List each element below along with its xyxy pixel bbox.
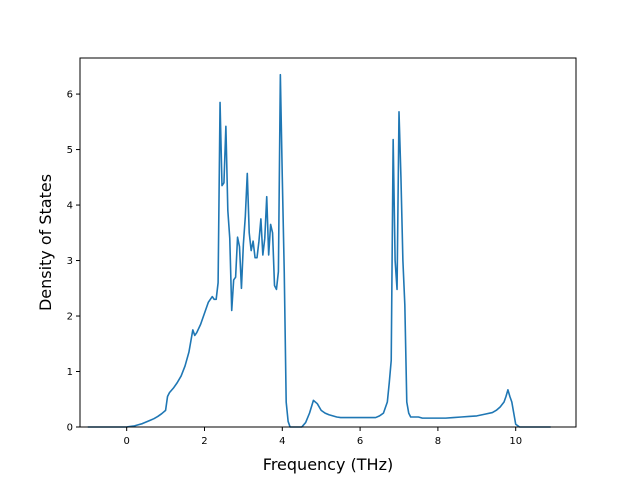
y-tick-label: 2 — [67, 312, 73, 323]
y-tick-label: 4 — [67, 201, 73, 212]
x-axis: 0 2 4 6 8 10 — [123, 427, 522, 447]
plot-area — [87, 73, 551, 428]
y-axis-label: Density of States — [36, 174, 55, 311]
x-tick-label: 8 — [435, 436, 441, 447]
x-axis-label: Frequency (THz) — [263, 455, 393, 474]
y-tick-label: 6 — [67, 90, 73, 101]
x-tick-label: 10 — [509, 436, 522, 447]
axes-frame — [79, 57, 577, 428]
y-tick-label: 1 — [67, 367, 73, 378]
y-tick-label: 3 — [67, 256, 73, 267]
x-tick-label: 0 — [123, 436, 129, 447]
x-tick-label: 4 — [279, 436, 285, 447]
y-tick-label: 5 — [67, 145, 73, 156]
y-tick-label: 0 — [67, 423, 73, 434]
y-axis: 0 1 2 3 4 5 6 — [67, 90, 80, 434]
series-line — [87, 73, 551, 428]
x-tick-label: 6 — [357, 436, 363, 447]
x-tick-label: 2 — [201, 436, 207, 447]
